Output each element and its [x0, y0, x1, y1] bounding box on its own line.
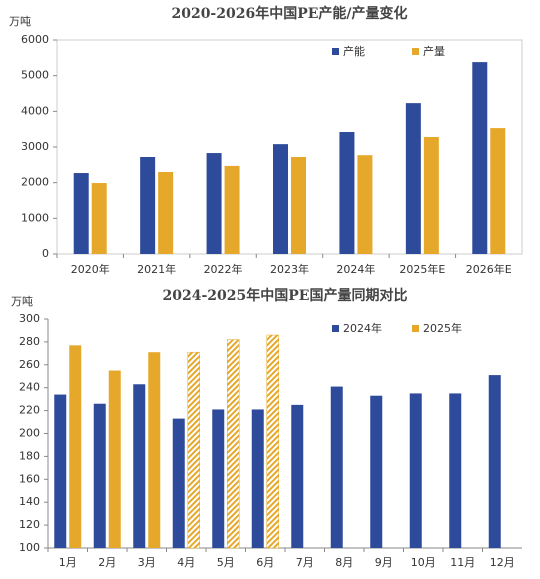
- bar: [291, 404, 304, 548]
- bar: [148, 352, 161, 548]
- y-unit: 万吨: [11, 295, 33, 308]
- x-tick-label: 4月: [177, 556, 195, 569]
- bar: [330, 386, 343, 548]
- x-tick-label: 3月: [138, 556, 156, 569]
- bar: [187, 351, 200, 549]
- x-tick-label: 5月: [217, 556, 235, 569]
- y-tick-label: 5000: [21, 69, 49, 82]
- y-tick-label: 2000: [21, 176, 49, 189]
- bar: [273, 144, 288, 254]
- bar: [357, 155, 373, 254]
- x-tick-label: 2月: [98, 556, 116, 569]
- legend-label: 产能: [343, 44, 365, 58]
- bar: [212, 409, 225, 548]
- y-tick-label: 220: [19, 404, 40, 417]
- bar: [251, 409, 264, 548]
- bar: [172, 418, 185, 548]
- y-tick-label: 100: [19, 541, 40, 554]
- x-tick-label: 2021年: [137, 262, 176, 276]
- x-tick-label: 2023年: [270, 262, 309, 276]
- x-tick-label: 6月: [256, 556, 274, 569]
- x-tick-label: 7月: [296, 556, 314, 569]
- y-tick-label: 260: [19, 358, 40, 371]
- x-tick-label: 2022年: [204, 262, 243, 276]
- bar: [158, 171, 174, 254]
- legend-label: 2024年: [343, 321, 382, 335]
- legend-swatch: [412, 48, 419, 55]
- bar: [409, 393, 422, 548]
- x-tick-label: 1月: [59, 556, 77, 569]
- plot-frame: [56, 39, 523, 255]
- legend-swatch: [412, 325, 419, 332]
- x-tick-label: 2024年: [336, 262, 375, 276]
- x-tick-label: 2026年E: [466, 262, 512, 276]
- y-tick-label: 300: [19, 312, 40, 325]
- x-tick-label: 9月: [375, 556, 393, 569]
- bar: [133, 384, 146, 548]
- bar: [140, 156, 156, 254]
- legend-swatch: [332, 48, 339, 55]
- y-tick-label: 200: [19, 427, 40, 440]
- bar: [227, 339, 240, 549]
- x-tick-label: 10月: [411, 556, 436, 569]
- legend-label: 2025年: [423, 321, 462, 335]
- bar: [488, 375, 501, 548]
- x-tick-label: 12月: [490, 556, 515, 569]
- legend-swatch: [332, 325, 339, 332]
- bar: [73, 173, 89, 254]
- bar: [266, 334, 279, 549]
- y-tick-label: 3000: [21, 140, 49, 153]
- x-tick-label: 2025年E: [399, 262, 445, 276]
- bar: [93, 403, 106, 548]
- y-tick-label: 240: [19, 381, 40, 394]
- bar: [54, 394, 67, 548]
- x-tick-label: 8月: [335, 556, 353, 569]
- bar: [370, 395, 383, 548]
- y-tick-label: 4000: [21, 104, 49, 117]
- y-tick-label: 280: [19, 335, 40, 348]
- chart-title: 2024-2025年中国PE国产量同期对比: [163, 287, 408, 304]
- bar: [472, 62, 488, 254]
- y-tick-label: 6000: [21, 33, 49, 46]
- y-tick-label: 180: [19, 449, 40, 462]
- bar: [69, 345, 82, 548]
- legend-label: 产量: [423, 44, 445, 58]
- y-tick-label: 120: [19, 518, 40, 531]
- y-unit: 万吨: [9, 15, 31, 28]
- bar: [291, 156, 306, 254]
- bar: [423, 137, 439, 254]
- chart-title: 2020-2026年中国PE产能/产量变化: [171, 5, 407, 22]
- bar: [206, 153, 222, 254]
- y-tick-label: 140: [19, 495, 40, 508]
- y-tick-label: 0: [42, 247, 49, 260]
- bar: [108, 370, 121, 548]
- bar: [490, 128, 506, 254]
- y-tick-label: 160: [19, 472, 40, 485]
- y-tick-label: 1000: [21, 211, 49, 224]
- bar: [449, 393, 462, 548]
- bar: [224, 165, 240, 254]
- x-tick-label: 11月: [450, 556, 475, 569]
- bar: [405, 103, 421, 254]
- x-tick-label: 2020年: [71, 262, 110, 276]
- bar: [91, 183, 107, 254]
- bar: [339, 132, 355, 254]
